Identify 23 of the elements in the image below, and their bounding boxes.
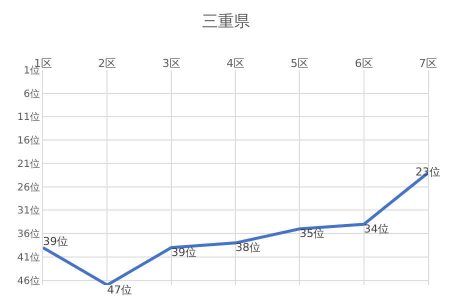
- chart-title: 三重県: [202, 12, 250, 31]
- y-tick-label: 1位: [24, 64, 40, 76]
- y-tick-label: 36位: [17, 228, 40, 240]
- data-label: 39位: [171, 246, 196, 259]
- data-label: 35位: [300, 227, 325, 240]
- x-tick-label: 2区: [98, 56, 116, 70]
- y-tick-label: 46位: [17, 274, 40, 287]
- y-tick-label: 16位: [17, 134, 40, 147]
- x-tick-label: 3区: [162, 56, 180, 70]
- x-tick-label: 4区: [226, 56, 244, 70]
- y-tick-label: 41位: [17, 251, 40, 264]
- y-tick-label: 31位: [17, 204, 40, 217]
- data-label: 38位: [236, 241, 260, 254]
- data-label: 39位: [43, 234, 68, 248]
- data-label: 34位: [364, 222, 389, 236]
- y-tick-label: 21位: [17, 158, 40, 170]
- y-tick-label: 11位: [17, 111, 40, 124]
- x-tick-label: 6区: [354, 56, 373, 70]
- y-tick-label: 26位: [17, 181, 40, 194]
- x-tick-label: 7区: [419, 56, 437, 70]
- data-label: 47位: [107, 283, 132, 296]
- y-tick-label: 6位: [24, 88, 40, 100]
- x-tick-label: 5区: [290, 56, 309, 70]
